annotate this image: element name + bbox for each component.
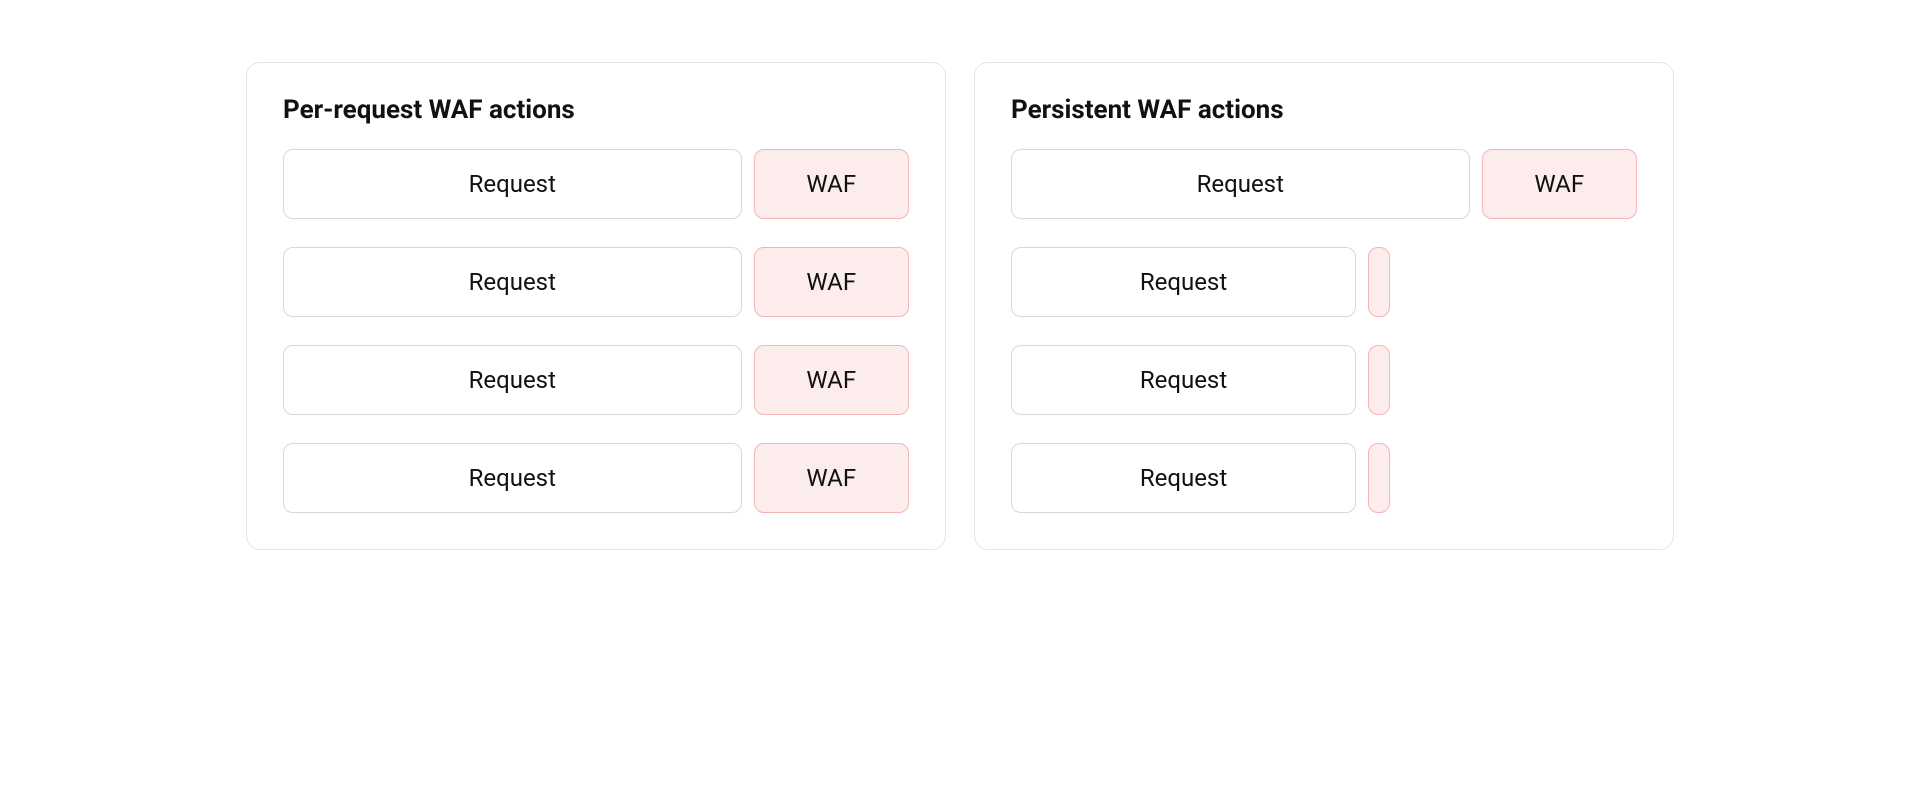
- diagram-row: Request: [1011, 443, 1637, 513]
- diagram-row: Request WAF: [283, 443, 909, 513]
- request-box: Request: [283, 345, 742, 415]
- request-box: Request: [1011, 345, 1356, 415]
- waf-box: [1368, 345, 1390, 415]
- waf-box: WAF: [754, 149, 910, 219]
- request-box: Request: [283, 149, 742, 219]
- panel-persistent: Persistent WAF actions Request WAF Reque…: [974, 62, 1674, 550]
- diagram-row: Request WAF: [283, 345, 909, 415]
- request-box: Request: [283, 443, 742, 513]
- rows-right: Request WAF Request Request Request: [1011, 149, 1637, 513]
- diagram-row: Request WAF: [1011, 149, 1637, 219]
- panel-title-persistent: Persistent WAF actions: [1011, 95, 1637, 125]
- waf-box: WAF: [1482, 149, 1638, 219]
- request-box: Request: [283, 247, 742, 317]
- diagram-row: Request: [1011, 247, 1637, 317]
- request-box: Request: [1011, 149, 1470, 219]
- rows-left: Request WAF Request WAF Request WAF Requ…: [283, 149, 909, 513]
- waf-box: WAF: [754, 247, 910, 317]
- request-box: Request: [1011, 247, 1356, 317]
- waf-box: [1368, 443, 1390, 513]
- panel-per-request: Per-request WAF actions Request WAF Requ…: [246, 62, 946, 550]
- diagram-row: Request WAF: [283, 247, 909, 317]
- panel-title-per-request: Per-request WAF actions: [283, 95, 909, 125]
- waf-box: WAF: [754, 345, 910, 415]
- diagram-row: Request: [1011, 345, 1637, 415]
- waf-box: [1368, 247, 1390, 317]
- waf-box: WAF: [754, 443, 910, 513]
- diagram-row: Request WAF: [283, 149, 909, 219]
- request-box: Request: [1011, 443, 1356, 513]
